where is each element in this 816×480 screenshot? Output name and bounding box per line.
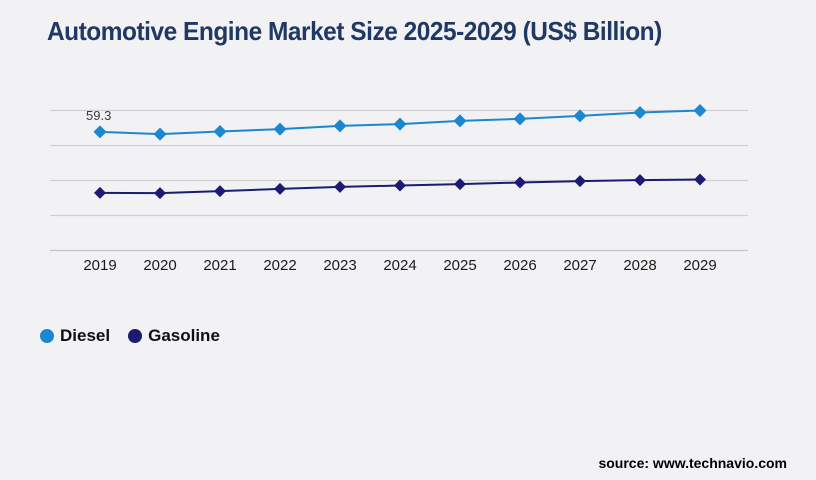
data-point-gasoline-2019[interactable] (94, 186, 106, 199)
data-point-diesel-2028[interactable] (633, 106, 647, 119)
data-point-diesel-2023[interactable] (333, 119, 347, 133)
data-point-gasoline-2021[interactable] (214, 185, 226, 198)
x-tick-label-2029: 2029 (683, 257, 717, 274)
x-tick-label-2026: 2026 (503, 257, 537, 274)
data-point-diesel-2022[interactable] (273, 122, 287, 136)
data-point-gasoline-2024[interactable] (394, 179, 406, 192)
x-tick-label-2028: 2028 (623, 257, 657, 274)
gasoline-series-swatch-icon (128, 329, 143, 343)
data-point-diesel-2019[interactable] (93, 125, 107, 139)
x-tick-label-2021: 2021 (203, 257, 237, 274)
chart-title: Automotive Engine Market Size 2025-2029 … (47, 16, 662, 46)
data-point-gasoline-2028[interactable] (634, 174, 646, 187)
data-label-diesel-2019: 59.3 (86, 108, 112, 123)
legend-label-gasoline: Gasoline (148, 326, 220, 345)
data-point-diesel-2024[interactable] (393, 117, 407, 131)
x-tick-label-2024: 2024 (383, 257, 417, 274)
x-tick-label-2022: 2022 (263, 257, 297, 274)
data-point-diesel-2020[interactable] (153, 127, 167, 141)
data-point-gasoline-2026[interactable] (514, 176, 526, 189)
legend-item-diesel[interactable]: Diesel (40, 326, 110, 346)
source-attribution: source: www.technavio.com (598, 455, 787, 471)
legend-item-gasoline[interactable]: Gasoline (128, 326, 220, 346)
x-tick-label-2023: 2023 (323, 257, 357, 274)
data-point-diesel-2029[interactable] (693, 104, 707, 117)
data-point-diesel-2027[interactable] (573, 109, 587, 123)
x-tick-label-2027: 2027 (563, 257, 597, 274)
legend: Diesel Gasoline (40, 326, 220, 346)
data-point-gasoline-2029[interactable] (694, 173, 706, 186)
data-point-gasoline-2023[interactable] (334, 180, 346, 193)
data-point-gasoline-2022[interactable] (274, 182, 286, 195)
diesel-series-swatch-icon (40, 329, 54, 343)
x-tick-label-2019: 2019 (83, 257, 117, 274)
data-point-diesel-2026[interactable] (513, 112, 527, 126)
data-point-diesel-2021[interactable] (213, 125, 227, 138)
data-point-gasoline-2020[interactable] (154, 187, 166, 200)
data-point-gasoline-2027[interactable] (574, 175, 586, 188)
data-point-gasoline-2025[interactable] (454, 178, 466, 191)
x-tick-label-2020: 2020 (143, 257, 177, 274)
data-point-diesel-2025[interactable] (453, 114, 467, 128)
x-tick-label-2025: 2025 (443, 257, 477, 274)
legend-label-diesel: Diesel (60, 326, 111, 345)
